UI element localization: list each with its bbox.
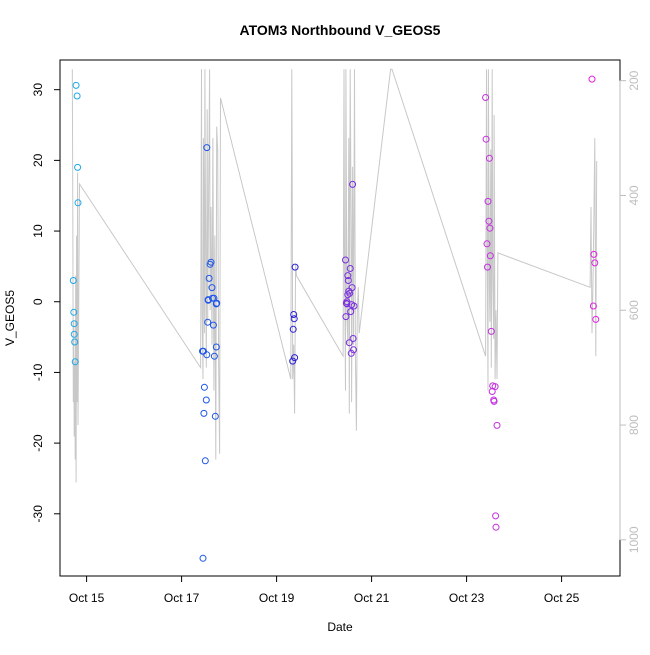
data-point <box>591 259 599 267</box>
data-point <box>71 358 79 366</box>
data-point <box>290 311 298 318</box>
y-tick-label: -30 <box>31 505 45 523</box>
data-point <box>209 321 217 329</box>
data-point <box>345 339 353 347</box>
data-point <box>291 354 299 362</box>
pressure-trace-line <box>71 68 598 483</box>
data-point <box>344 291 352 299</box>
data-point <box>344 277 352 284</box>
data-point <box>490 397 498 405</box>
y2-tick-label: 800 <box>627 415 641 435</box>
data-point <box>74 199 82 207</box>
data-point <box>200 409 208 417</box>
data-point <box>72 81 80 89</box>
data-point <box>482 94 490 101</box>
data-point <box>211 412 219 420</box>
data-point <box>485 154 493 162</box>
data-point <box>74 163 82 171</box>
data-point <box>205 274 213 282</box>
data-point <box>484 197 492 205</box>
pressure-trace-layer <box>71 68 598 483</box>
data-point <box>349 180 357 188</box>
data-point <box>350 346 357 354</box>
data-point <box>203 144 211 152</box>
data-point <box>346 289 354 297</box>
data-point <box>589 302 597 310</box>
data-point <box>590 250 598 258</box>
data-point <box>342 256 349 264</box>
y-tick-label: -10 <box>31 363 45 381</box>
data-points-layer <box>69 75 600 562</box>
data-point <box>199 347 207 355</box>
data-point <box>486 224 494 232</box>
data-point <box>289 357 297 365</box>
data-point <box>350 302 358 310</box>
data-point <box>201 457 209 465</box>
data-point <box>347 349 355 357</box>
data-point <box>291 263 299 271</box>
y2-tick-label: 400 <box>627 185 641 205</box>
data-point <box>70 308 78 316</box>
x-tick-label: Oct 25 <box>544 591 580 605</box>
data-point <box>208 284 216 292</box>
data-point <box>592 315 600 323</box>
y2-tick-label: 1000 <box>627 526 641 553</box>
data-point <box>289 325 297 333</box>
data-point <box>70 330 78 338</box>
data-point <box>202 396 210 404</box>
x-tick-label: Oct 17 <box>164 591 200 605</box>
data-point <box>204 296 212 304</box>
data-point <box>207 258 215 266</box>
data-point <box>486 252 494 260</box>
data-point <box>348 284 356 292</box>
x-tick-label: Oct 21 <box>354 591 390 605</box>
data-point <box>212 343 220 351</box>
data-point <box>483 240 491 248</box>
y-axis-right: 200 400 600 800 1000 <box>619 70 641 553</box>
y-tick-label: 20 <box>31 153 45 167</box>
y2-tick-label: 600 <box>627 300 641 320</box>
data-point <box>199 554 207 562</box>
data-point <box>485 217 493 225</box>
y-tick-label: 0 <box>31 298 45 305</box>
data-point <box>588 75 596 83</box>
data-point <box>349 335 357 342</box>
data-point <box>493 421 501 429</box>
data-point <box>204 318 212 326</box>
y-tick-label: -20 <box>31 434 45 452</box>
data-point <box>347 308 355 316</box>
y-tick-label: 10 <box>31 224 45 238</box>
x-axis-label: Date <box>327 620 353 634</box>
x-axis: Oct 15 Oct 17 Oct 19 Oct 21 Oct 23 Oct 25 <box>69 575 580 605</box>
data-point <box>210 352 218 360</box>
data-point <box>344 272 352 280</box>
data-point <box>346 265 354 272</box>
y-axis-left: -30 -20 -10 0 10 20 30 <box>31 83 61 523</box>
x-tick-label: Oct 23 <box>449 591 485 605</box>
chart-title: ATOM3 Northbound V_GEOS5 <box>240 22 441 38</box>
data-point <box>491 383 499 391</box>
y-tick-label: 30 <box>31 83 45 97</box>
data-point <box>69 277 77 284</box>
data-point <box>200 383 208 391</box>
data-point <box>71 338 79 346</box>
data-point <box>492 523 500 531</box>
data-point <box>70 320 78 328</box>
data-point <box>482 135 490 143</box>
y2-tick-label: 200 <box>627 70 641 90</box>
data-point <box>343 300 351 308</box>
data-point <box>73 92 81 100</box>
y-axis-label: V_GEOS5 <box>3 290 17 346</box>
data-point <box>487 327 495 335</box>
x-tick-label: Oct 19 <box>259 591 295 605</box>
data-point <box>484 263 491 271</box>
x-tick-label: Oct 15 <box>69 591 105 605</box>
data-point <box>290 315 298 323</box>
data-point <box>492 512 500 520</box>
data-point <box>342 313 350 321</box>
